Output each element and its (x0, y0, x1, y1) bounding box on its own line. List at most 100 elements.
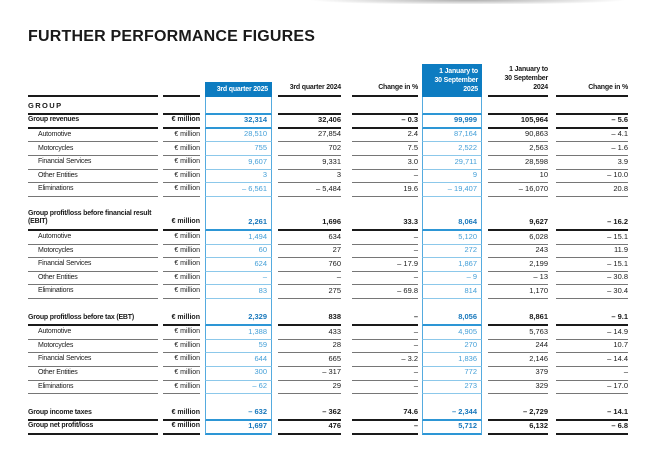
unit-cell: € million (163, 170, 200, 184)
value-cell: 87,164 (422, 128, 482, 143)
value-cell: 2,563 (488, 142, 548, 157)
value-cell: – (352, 312, 418, 327)
value-cell: 33.3 (352, 210, 418, 232)
value-cell: 624 (205, 258, 272, 272)
gap-cell (352, 197, 418, 211)
value-cell: 8,861 (488, 312, 548, 327)
value-cell: 28,598 (488, 156, 548, 170)
value-cell: 772 (422, 366, 482, 381)
row-label: Financial Services (28, 258, 158, 272)
value-cell: 838 (278, 312, 341, 327)
header-ytd-2024: 1 January to 30 September 2024 (488, 65, 548, 98)
value-cell: – 17.0 (556, 381, 628, 395)
value-cell: – (352, 170, 418, 184)
value-cell: 3.9 (556, 156, 628, 170)
value-cell: 27 (278, 245, 341, 259)
gap-cell (352, 299, 418, 313)
gap-cell (556, 299, 628, 313)
value-cell: 83 (205, 285, 272, 299)
value-cell: 7.5 (352, 142, 418, 157)
table-row: Eliminations € million – 62 29–273 329 – 17.0 (28, 380, 628, 395)
value-cell: – 362 (278, 408, 341, 422)
group-unit-cell (163, 97, 200, 116)
table-row: Other Entities € million 3 3–9 10– 10.0 (28, 169, 628, 184)
table-row: Automotive € million 1,388 433–4,905 5,763 – … (28, 326, 628, 340)
value-cell: 32,406 (278, 115, 341, 129)
row-label: Automotive (28, 231, 158, 245)
value-cell: – 5.6 (556, 115, 628, 129)
header-change-quarter: Change in % (352, 83, 418, 98)
value-cell: – 1.6 (556, 142, 628, 157)
value-cell: 5,120 (422, 231, 482, 245)
value-cell: 814 (422, 285, 482, 299)
page-title: FURTHER PERFORMANCE FIGURES (28, 28, 316, 45)
unit-cell: € million (163, 353, 200, 367)
value-cell: – 10.0 (556, 170, 628, 184)
table-body: Group revenues € million 32,314 32,406 – 0.3… (28, 115, 628, 435)
value-cell: 11.9 (556, 245, 628, 259)
unit-cell: € million (163, 156, 200, 170)
value-cell: 8,064 (422, 210, 482, 232)
table-row: Financial Services € million 624 760 – 17.9 1… (28, 258, 628, 272)
value-cell: 273 (422, 380, 482, 395)
gap-cell (205, 196, 272, 211)
value-cell: 74.6 (352, 408, 418, 422)
table-row: Group revenues € million 32,314 32,406 – 0.3… (28, 115, 628, 129)
value-cell: 4,905 (422, 326, 482, 340)
value-cell: 90,863 (488, 129, 548, 143)
unit-cell: € million (163, 272, 200, 286)
unit-cell: € million (163, 326, 200, 340)
row-label: Financial Services (28, 353, 158, 367)
value-cell: – 30.8 (556, 272, 628, 286)
gap-cell (278, 299, 341, 313)
header-unit-column (163, 92, 200, 98)
header-q3-2025: 3rd quarter 2025 (205, 82, 272, 98)
value-cell: 275 (278, 285, 341, 299)
value-cell: 28,510 (205, 128, 272, 143)
table-row: Group profit/loss before financial resul… (28, 210, 628, 232)
toolbar-shadow (292, 0, 644, 4)
group-cell (352, 97, 418, 116)
value-cell: 760 (278, 258, 341, 272)
gap-cell (28, 299, 158, 313)
value-cell: – (352, 381, 418, 395)
value-cell: 2,146 (488, 353, 548, 367)
section-gap-row (28, 196, 628, 211)
unit-cell: € million (163, 313, 200, 327)
value-cell: – 2,729 (488, 408, 548, 422)
value-cell: 270 (422, 339, 482, 354)
unit-cell: € million (163, 285, 200, 299)
value-cell: 1,697 (205, 421, 272, 435)
value-cell: 1,170 (488, 285, 548, 299)
value-cell: 1,388 (205, 326, 272, 340)
value-cell: 2,522 (422, 142, 482, 157)
value-cell: 3 (205, 169, 272, 184)
value-cell: – 17.9 (352, 258, 418, 272)
unit-cell: € million (163, 421, 200, 435)
value-cell: – 16.2 (556, 210, 628, 232)
value-cell: 379 (488, 367, 548, 381)
table-row: Other Entities € million 300– 317–772 379– (28, 366, 628, 381)
value-cell: – (352, 340, 418, 354)
gap-cell (205, 299, 272, 313)
gap-cell (278, 394, 341, 408)
gap-cell (352, 394, 418, 408)
row-label: Motorcycles (28, 340, 158, 354)
row-label: Other Entities (28, 367, 158, 381)
value-cell: – 62 (205, 380, 272, 395)
value-cell: 1,836 (422, 353, 482, 367)
unit-cell: € million (163, 115, 200, 129)
value-cell: 2,329 (205, 312, 272, 327)
value-cell: 244 (488, 340, 548, 354)
gap-cell (163, 394, 200, 408)
value-cell: 702 (278, 142, 341, 157)
row-label: Eliminations (28, 381, 158, 395)
value-cell: 2,261 (205, 210, 272, 232)
value-cell: – 6.8 (556, 421, 628, 435)
value-cell: 644 (205, 353, 272, 367)
gap-cell (422, 394, 482, 408)
value-cell: 105,964 (488, 115, 548, 129)
value-cell: 755 (205, 142, 272, 157)
table-row: Motorcycles € million 59 28–270 244 10.7 (28, 339, 628, 354)
value-cell: 665 (278, 353, 341, 367)
